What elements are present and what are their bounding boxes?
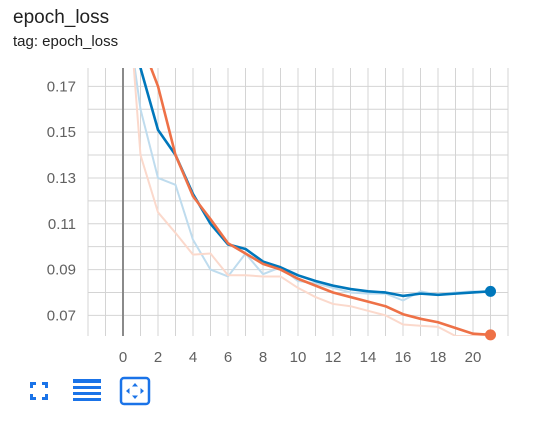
x-tick-label: 6 — [224, 349, 232, 366]
series-endpoints — [485, 285, 496, 341]
series-raw-line-1 — [132, 68, 489, 336]
grid-lines — [87, 68, 509, 336]
fit-domain-icon — [119, 376, 151, 406]
y-tick-label: 0.11 — [48, 216, 76, 233]
y-tick-label: 0.15 — [47, 124, 76, 141]
y-tick-label: 0.13 — [47, 170, 76, 187]
series-endpoint-marker-1[interactable] — [485, 329, 496, 341]
x-tick-label: 2 — [154, 349, 162, 366]
x-tick-label: 0 — [119, 349, 127, 366]
fullscreen-button[interactable] — [22, 374, 56, 408]
y-tick-label: 0.17 — [47, 78, 76, 95]
series-lines — [132, 68, 491, 336]
x-tick-label: 4 — [189, 349, 197, 366]
x-tick-label: 12 — [325, 349, 342, 366]
x-tick-label: 20 — [465, 349, 482, 366]
fullscreen-icon — [30, 382, 48, 400]
chart-tag: tag: epoch_loss — [13, 33, 119, 50]
series-endpoint-marker-0[interactable] — [485, 285, 496, 297]
fit-domain-button[interactable] — [118, 374, 152, 408]
data-table-icon — [73, 379, 101, 401]
x-tick-label: 14 — [360, 349, 377, 366]
series-smoothed-line-1 — [149, 68, 491, 336]
y-tick-label: 0.07 — [47, 307, 76, 324]
x-tick-label: 18 — [430, 349, 447, 366]
series-raw-line-0 — [133, 68, 491, 302]
y-tick-label: 0.09 — [47, 262, 76, 279]
x-tick-label: 10 — [290, 349, 307, 366]
x-tick-label: 16 — [395, 349, 412, 366]
chart-toolbar — [22, 374, 166, 408]
x-tick-label: 8 — [259, 349, 267, 366]
chart-title: epoch_loss — [13, 7, 110, 28]
series-smoothed-line-0 — [139, 68, 491, 298]
tick-labels: 0 2 4 6 8 10 12 14 16 18 20 0.07 0.09 0.11 0.13 0.15 0.1… — [47, 78, 482, 366]
data-table-button[interactable] — [70, 374, 104, 408]
